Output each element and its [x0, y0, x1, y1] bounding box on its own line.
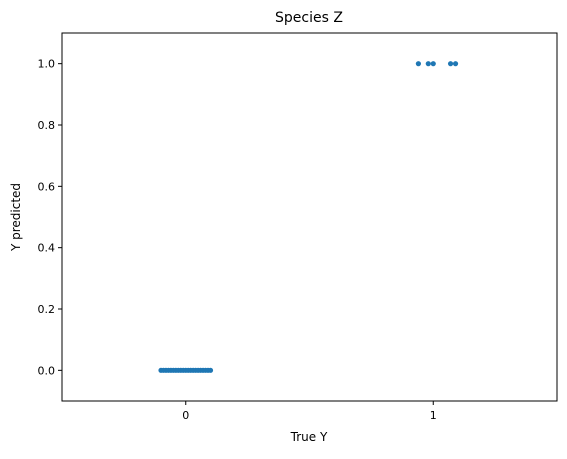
y-tick-label: 1.0 — [38, 58, 56, 71]
y-axis: 0.0 0.2 0.4 0.6 0.8 1.0 — [38, 58, 62, 377]
x-axis-label: True Y — [290, 430, 328, 444]
chart-title: Species Z — [275, 10, 343, 26]
plot-frame — [61, 32, 558, 402]
data-point — [207, 367, 214, 373]
data-point — [447, 61, 454, 67]
data-point — [415, 61, 421, 67]
x-tick-label: 0 — [182, 409, 189, 422]
y-tick-label: 0.2 — [38, 303, 56, 316]
data-point — [430, 61, 436, 67]
y-tick-label: 0.0 — [38, 364, 56, 377]
data-point — [425, 61, 431, 67]
y-tick-label: 0.6 — [38, 180, 56, 193]
plot-layer — [158, 61, 459, 373]
y-axis-label: Y predicted — [9, 183, 23, 252]
data-point — [452, 61, 459, 67]
y-tick-label: 0.8 — [38, 119, 56, 132]
y-tick-label: 0.4 — [38, 242, 56, 255]
x-tick-label: 1 — [430, 409, 437, 422]
